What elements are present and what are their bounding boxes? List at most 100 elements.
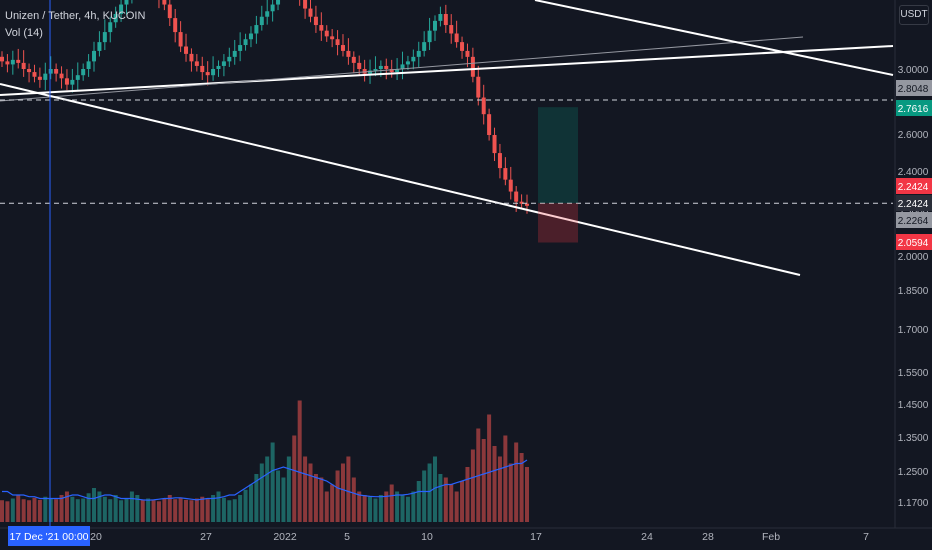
candle-body [519,201,524,204]
candle-body [216,65,221,69]
candle-body [476,76,481,98]
price-axis[interactable]: 3.00002.60002.40002.20002.00001.85001.70… [894,0,929,528]
volume-bar [324,491,329,522]
candle-body [368,70,373,74]
candle-body [86,61,91,69]
volume-bar [205,499,210,522]
volume-bar [281,477,286,522]
price-label-box [896,100,932,116]
volume-bar [86,493,91,522]
currency-button[interactable]: USDT [899,5,929,25]
volume-bar [422,470,427,522]
candle-body [400,64,405,69]
volume-bar [248,484,253,522]
candle-body [481,97,486,115]
volume-bar [286,456,291,522]
volume-bar [487,414,492,522]
candle-body [492,134,497,154]
candle-body [324,30,329,37]
volume-bar [189,500,194,522]
volume-bar [351,477,356,522]
volume-bar [102,496,107,522]
candle-body [21,62,26,69]
candle-body [438,13,443,21]
price-tick-label: 3.0000 [898,65,929,76]
price-label-text: 2.7616 [898,104,929,115]
volume-bar [297,400,302,522]
candle-body [92,50,97,62]
volume-bar [140,499,145,522]
candle-body [265,11,270,17]
time-tick-label: 2022 [273,531,297,543]
volume-bar [0,500,4,522]
volume-bar [113,495,118,522]
volume-bar [384,491,389,522]
symbol-title[interactable]: Unizen / Tether, 4h, KUCOIN [5,10,146,22]
candle-body [243,39,248,46]
volume-ma-line [2,459,528,501]
candle-body [5,61,10,65]
price-label-text: 2.2264 [898,216,929,227]
candle-body [173,18,178,33]
volume-bar [389,484,394,522]
candle-body [70,79,75,85]
volume-bar [373,498,378,522]
volume-bar [97,491,102,522]
volume-bar [481,439,486,522]
candle-body [59,73,64,79]
volume-bar [449,484,454,522]
candle-body [319,25,324,31]
time-axis[interactable]: 20 27 2022 5 10 17 24 28 Feb 7 [0,527,932,543]
volume-bar [151,500,156,522]
candle-body [113,13,118,23]
candle-body [221,61,226,66]
candle-body [443,13,448,26]
volume-bar [124,498,129,522]
time-tick-label: 5 [344,531,350,543]
candle-body [313,16,318,26]
volume-bar [156,501,161,522]
candle-body [373,69,378,71]
volume-indicator-label[interactable]: Vol (14) [5,27,43,39]
candle-body [497,153,502,169]
volume-bar [75,499,80,522]
position-stop-zone [538,203,578,243]
candle-body [330,36,335,40]
volume-bar [43,496,48,522]
long-position-tool[interactable] [538,107,578,243]
candle-body [389,69,394,73]
candle-body [422,42,427,51]
candle-body [37,76,42,80]
time-tick-label: 28 [702,531,714,543]
volume-bar [432,456,437,522]
price-label-text: 2.2424 [898,182,929,193]
volume-bar [346,456,351,522]
volume-bar [519,453,524,522]
volume-bar [335,470,340,522]
candle-body [211,69,216,76]
volume-bar [525,467,529,522]
candle-body [405,61,410,65]
volume-bar [146,498,151,522]
volume-bar [211,495,216,522]
candles [0,0,529,214]
candle-body [449,25,454,34]
svg-text:17 Dec '21 00:00: 17 Dec '21 00:00 [9,531,88,543]
volume-bar [438,474,443,522]
volume-bar [184,499,189,522]
candle-body [514,191,519,202]
candle-body [238,45,243,51]
candle-body [346,50,351,57]
candle-body [357,62,362,69]
volume-bar [427,463,432,522]
price-label-box [896,212,932,228]
candle-body [248,33,253,40]
price-label-box [896,80,932,96]
price-tick-label: 1.3500 [898,433,929,444]
volume-bar [238,495,243,522]
volume-bar [470,449,475,522]
drawings[interactable] [0,0,894,276]
candle-body [340,45,345,51]
volume-bar [243,489,248,522]
